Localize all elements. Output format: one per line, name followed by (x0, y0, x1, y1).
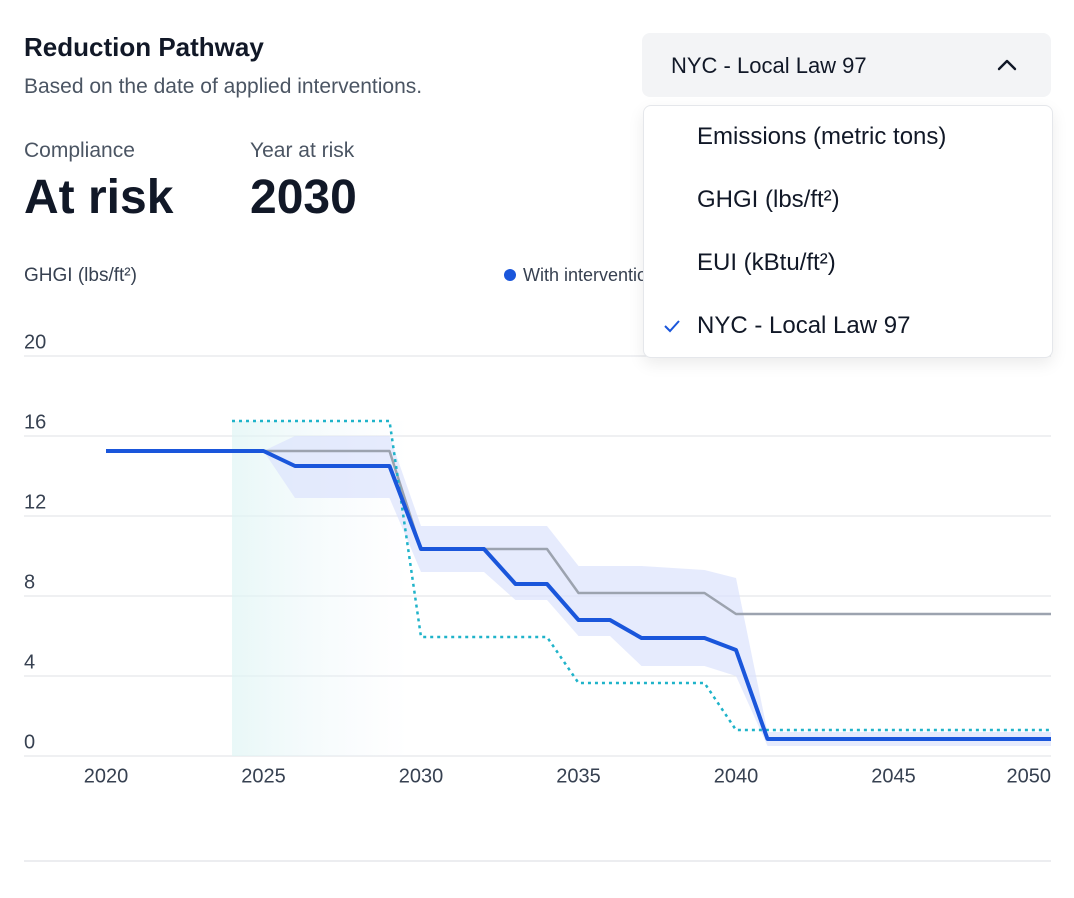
option-label: EUI (kBtu/ft²) (697, 249, 836, 276)
y-axis-label: GHGI (lbs/ft²) (24, 265, 137, 286)
dropdown-option[interactable]: NYC - Local Law 97 (644, 295, 1052, 358)
x-tick-label: 2030 (399, 765, 444, 787)
x-tick-label: 2020 (84, 765, 129, 787)
y-tick-label: 4 (24, 651, 35, 673)
y-tick-label: 16 (24, 411, 46, 433)
legend-marker (504, 269, 516, 281)
x-tick-label: 2025 (241, 765, 286, 787)
series-line (232, 419, 1051, 732)
dropdown-option[interactable]: GHGI (lbs/ft²) (644, 169, 1052, 232)
dropdown-button[interactable]: NYC - Local Law 97 (642, 33, 1051, 97)
title: Reduction Pathway (24, 32, 264, 62)
option-label: NYC - Local Law 97 (697, 312, 911, 339)
y-tick-label: 20 (24, 331, 46, 353)
metric-value: 2030 (250, 171, 357, 224)
option-label: GHGI (lbs/ft²) (697, 186, 840, 213)
dropdown-selected: NYC - Local Law 97 (671, 53, 867, 78)
series-line (106, 449, 1051, 741)
series-line (263, 449, 1051, 616)
x-tick-label: 2040 (714, 765, 759, 787)
y-tick-label: 0 (24, 731, 35, 753)
dropdown-option[interactable]: EUI (kBtu/ft²) (644, 232, 1052, 295)
y-tick-label: 12 (24, 491, 46, 513)
y-tick-label: 8 (24, 571, 35, 593)
dropdown-menu: Emissions (metric tons) GHGI (lbs/ft²) EUI… (643, 105, 1053, 358)
legend-label: With interventions (523, 265, 666, 285)
confidence-band (263, 436, 1051, 746)
chevron-up-icon (997, 59, 1017, 71)
subtitle: Based on the date of applied interventio… (24, 75, 423, 98)
x-tick-label: 2035 (556, 765, 601, 787)
check-icon (664, 320, 680, 333)
metric-label: Year at risk (250, 139, 355, 162)
metric-label: Compliance (24, 139, 135, 162)
x-tick-label: 2045 (871, 765, 916, 787)
dropdown-option[interactable]: Emissions (metric tons) (644, 106, 1052, 169)
x-tick-label: 2050 (1007, 765, 1052, 787)
option-label: Emissions (metric tons) (697, 123, 947, 150)
metric-value: At risk (24, 171, 174, 224)
